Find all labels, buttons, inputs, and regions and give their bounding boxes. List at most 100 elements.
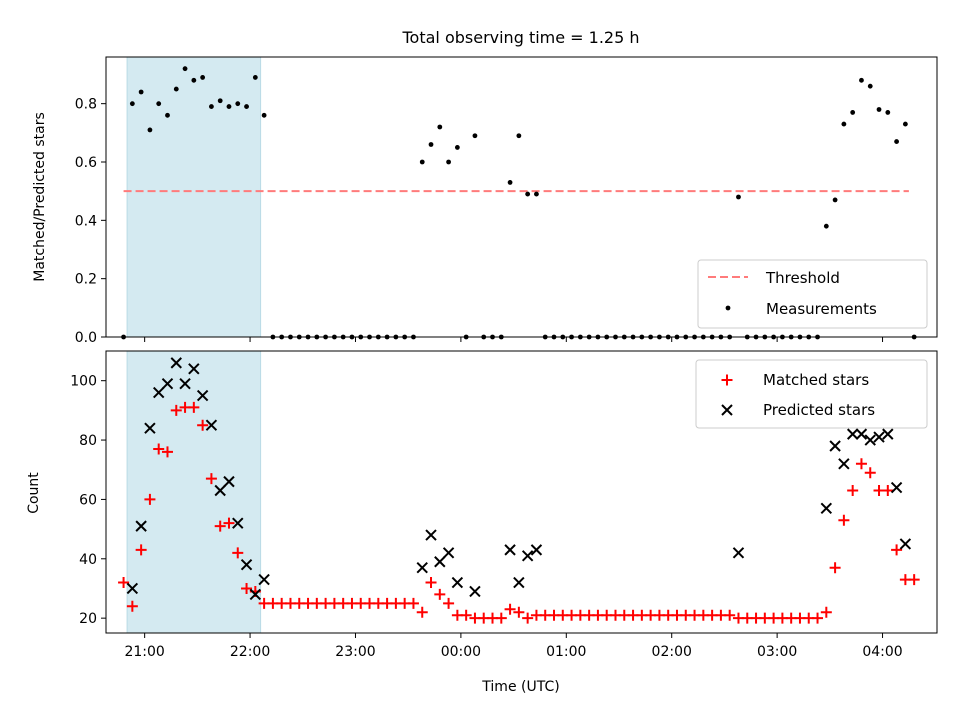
measurement-point	[850, 110, 856, 115]
predicted-point	[425, 529, 437, 541]
matched-point	[820, 606, 832, 618]
top-y-tick-label: 0.2	[75, 272, 97, 288]
matched-point	[161, 446, 173, 458]
matched-point	[434, 588, 446, 600]
matched-point	[135, 544, 147, 556]
bottom-y-tick-label: 100	[70, 374, 97, 390]
matched-point	[214, 520, 226, 532]
predicted-point	[135, 520, 147, 532]
predicted-point	[873, 431, 885, 443]
matched-point	[197, 419, 209, 431]
matched-point	[460, 609, 472, 621]
bottom-legend-box	[695, 359, 928, 429]
matched-point	[407, 597, 419, 609]
measurement-point	[182, 66, 188, 72]
measurement-point	[165, 112, 170, 118]
predicted-point	[188, 363, 200, 375]
predicted-point	[179, 377, 191, 390]
top-shaded-interval	[126, 56, 262, 338]
predicted-point	[240, 559, 253, 571]
legend-matched-swatch	[721, 374, 733, 386]
measurement-point	[472, 133, 478, 139]
x-tick-label: 23:00	[335, 644, 375, 660]
measurement-point	[235, 101, 241, 107]
measurement-point	[894, 139, 899, 144]
matched-point	[838, 514, 850, 526]
matched-point	[504, 603, 516, 615]
measurement-point	[226, 104, 232, 109]
x-tick-label: 01:00	[546, 644, 586, 660]
matched-point	[847, 485, 859, 497]
x-tick-label: 02:00	[652, 644, 692, 660]
matched-point	[724, 609, 736, 621]
predicted-point	[530, 544, 543, 556]
predicted-point	[152, 386, 165, 399]
matched-point	[126, 600, 138, 612]
measurement-point	[209, 104, 214, 109]
matched-point	[908, 574, 920, 586]
bottom-series-0	[118, 401, 920, 624]
chart-title: Total observing time = 1.25 h	[401, 28, 639, 47]
measurement-point	[138, 89, 144, 95]
predicted-point	[258, 573, 270, 586]
matched-point	[118, 577, 130, 589]
matched-point	[864, 467, 876, 479]
measurement-point	[156, 101, 162, 107]
top-y-tick-label: 0.6	[75, 155, 97, 171]
predicted-point	[899, 538, 912, 550]
x-axis-label: Time (UTC)	[481, 679, 559, 695]
measurement-point	[841, 121, 847, 127]
predicted-point	[521, 550, 534, 562]
predicted-point	[249, 588, 262, 601]
measurement-point	[823, 223, 829, 229]
measurement-point	[217, 98, 223, 104]
matched-point	[144, 493, 156, 505]
predicted-point	[126, 582, 139, 595]
top-axes-frame	[105, 56, 938, 338]
measurement-point	[419, 159, 425, 165]
top-y-tick-label: 0.8	[75, 97, 97, 113]
x-tick-label: 21:00	[124, 644, 164, 660]
bottom-y-tick-label: 20	[79, 611, 97, 627]
predicted-point	[205, 419, 218, 431]
matched-point	[855, 458, 867, 470]
measurement-point	[507, 180, 513, 185]
predicted-point	[846, 428, 859, 440]
predicted-point	[838, 458, 850, 470]
top-panel-y-axis-label: Matched/Predicted stars	[32, 112, 48, 282]
measurement-point	[525, 191, 531, 197]
measurement-point	[832, 197, 838, 203]
measurement-point	[191, 77, 197, 83]
bottom-y-tick-label: 80	[79, 433, 97, 449]
predicted-point	[434, 556, 446, 568]
legend-predicted-swatch	[721, 404, 733, 416]
bottom-axes-frame	[105, 350, 938, 634]
measurement-point	[902, 121, 908, 127]
top-legend-box	[697, 259, 928, 329]
matched-point	[495, 612, 507, 624]
measurement-point	[516, 133, 522, 139]
top-panel: 0.0 0.2 0.4 0.6 0.8 Threshold Measurements	[75, 56, 938, 346]
matched-point	[522, 612, 534, 624]
matched-point	[232, 547, 244, 559]
measurement-point	[428, 142, 434, 147]
matched-point	[241, 582, 253, 594]
bottom-legend: Matched stars Predicted stars	[695, 359, 928, 429]
measurement-point	[859, 77, 864, 83]
bottom-panel: 20 40 60 80 100 21:00 22:00 23:00 00:00 01:00 02:0…	[70, 350, 938, 660]
top-y-tick-label: 0.4	[75, 213, 97, 229]
bottom-y-tick-label: 60	[79, 492, 97, 508]
measurement-point	[454, 145, 460, 150]
predicted-point	[232, 517, 244, 529]
bottom-y-tick-label: 40	[79, 552, 97, 568]
matched-point	[812, 612, 824, 624]
predicted-point	[144, 422, 156, 434]
predicted-point	[416, 561, 428, 574]
measurement-point	[885, 110, 891, 115]
predicted-point	[890, 481, 903, 494]
predicted-point	[161, 377, 174, 390]
predicted-point	[882, 428, 894, 440]
measurement-point	[173, 86, 179, 92]
x-tick-label: 04:00	[862, 644, 902, 660]
